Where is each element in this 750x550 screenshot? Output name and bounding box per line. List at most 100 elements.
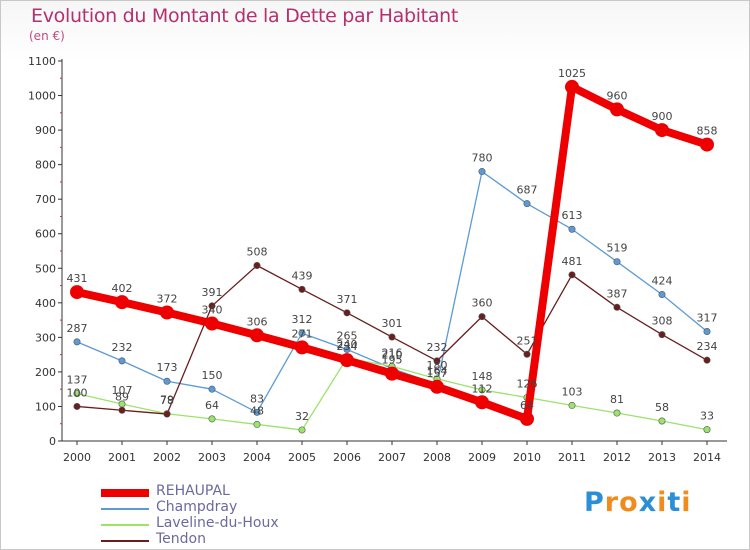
data-label: 371 [337, 293, 358, 306]
x-tick-label: 2004 [243, 451, 271, 464]
data-label: 107 [112, 384, 133, 397]
data-label: 126 [517, 377, 538, 390]
logo-letter: i [681, 487, 692, 518]
x-tick-label: 2010 [513, 451, 541, 464]
legend-item-tendon: Tendon [101, 531, 341, 549]
data-label: 210 [382, 348, 403, 361]
data-point [115, 295, 129, 310]
data-point [208, 415, 216, 423]
data-point [205, 316, 219, 331]
data-label: 234 [337, 340, 358, 353]
data-label: 148 [472, 370, 493, 383]
x-tick-label: 2009 [468, 451, 496, 464]
data-label: 402 [112, 282, 133, 295]
data-label: 64 [520, 399, 534, 412]
logo-letter: i [657, 487, 668, 518]
x-tick-label: 2012 [603, 451, 631, 464]
data-label: 64 [205, 399, 219, 412]
data-point [163, 410, 171, 418]
data-label: 519 [607, 242, 628, 255]
data-point [163, 377, 171, 385]
data-point [73, 402, 81, 410]
data-label: 308 [652, 315, 673, 328]
data-point [340, 353, 354, 368]
data-label: 431 [67, 272, 88, 285]
data-label: 240 [337, 338, 358, 351]
legend-item-laveline: Laveline-du-Houx [101, 515, 341, 533]
data-label: 306 [247, 315, 268, 328]
data-point [568, 271, 576, 279]
data-point [73, 338, 81, 346]
data-point [118, 357, 126, 365]
data-point [475, 395, 489, 410]
data-label: 232 [427, 341, 448, 354]
x-tick-label: 2005 [288, 451, 316, 464]
data-point [70, 285, 84, 300]
chart-title: Evolution du Montant de la Dette par Hab… [31, 5, 459, 27]
x-tick-label: 2014 [693, 451, 721, 464]
data-point [478, 313, 486, 321]
data-label: 157 [427, 367, 448, 380]
legend-swatch-tendon [101, 540, 149, 542]
data-label: 112 [472, 382, 493, 395]
data-label: 180 [427, 359, 448, 372]
data-point [433, 357, 441, 365]
data-label: 687 [517, 184, 538, 197]
data-point [658, 291, 666, 299]
data-label: 58 [655, 401, 669, 414]
legend-swatch-champdray [101, 508, 149, 510]
data-label: 100 [67, 386, 88, 399]
data-label: 265 [337, 329, 358, 342]
data-point [160, 305, 174, 320]
data-point [343, 309, 351, 317]
data-label: 439 [292, 269, 313, 282]
proxiti-logo: Proxiti [584, 487, 692, 518]
data-point [295, 340, 309, 355]
data-label: 1025 [558, 67, 586, 80]
logo-letter: P [584, 487, 605, 518]
data-label: 83 [250, 392, 264, 405]
data-point [523, 350, 531, 358]
data-point [568, 401, 576, 409]
x-tick-label: 2013 [648, 451, 676, 464]
x-tick-label: 2006 [333, 451, 361, 464]
data-point [73, 390, 81, 398]
data-label: 216 [382, 346, 403, 359]
data-point [520, 411, 534, 426]
data-point [298, 329, 306, 337]
data-point [385, 366, 399, 381]
data-label: 251 [517, 334, 538, 347]
y-tick-label: 600 [35, 228, 56, 241]
data-point [610, 102, 624, 117]
data-point [478, 168, 486, 176]
data-label: 613 [562, 209, 583, 222]
data-point [208, 385, 216, 393]
data-point [703, 356, 711, 364]
legend-label-champdray: Champdray [156, 499, 238, 515]
data-label: 312 [292, 313, 313, 326]
data-label: 89 [115, 390, 129, 403]
data-point [658, 417, 666, 425]
data-point [565, 79, 579, 94]
y-tick-label: 0 [49, 435, 56, 448]
data-label: 301 [382, 317, 403, 330]
data-label: 79 [160, 394, 174, 407]
data-label: 858 [697, 125, 718, 138]
legend-swatch-rehaupal [101, 489, 149, 497]
y-tick-label: 1000 [28, 90, 56, 103]
data-label: 360 [472, 297, 493, 310]
legend-label-tendon: Tendon [156, 531, 206, 547]
data-label: 33 [700, 410, 714, 423]
data-label: 424 [652, 275, 673, 288]
x-tick-label: 2000 [63, 451, 91, 464]
data-point [478, 386, 486, 394]
y-tick-label: 400 [35, 297, 56, 310]
data-label: 137 [67, 374, 88, 387]
y-tick-label: 700 [35, 193, 56, 206]
y-tick-label: 800 [35, 159, 56, 172]
data-point [253, 420, 261, 428]
data-label: 234 [697, 340, 718, 353]
data-label: 780 [472, 152, 493, 165]
logo-letter: x [638, 487, 658, 518]
